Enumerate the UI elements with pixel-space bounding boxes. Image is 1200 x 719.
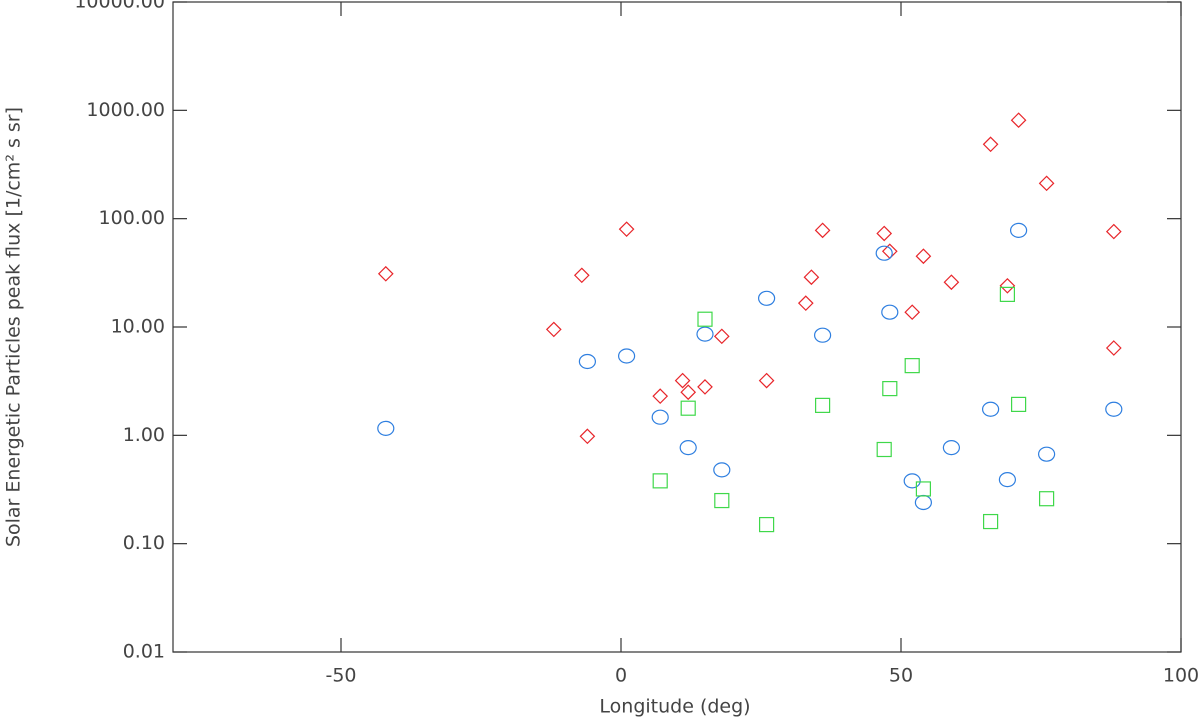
point	[875, 245, 893, 261]
point	[876, 225, 893, 242]
point	[696, 326, 714, 342]
point	[578, 353, 597, 370]
y-tick-label: 0.01	[123, 641, 165, 663]
x-tick-label: 0	[615, 665, 627, 687]
y-tick-label: 100.00	[99, 207, 165, 229]
point	[1038, 175, 1055, 192]
point	[1037, 446, 1056, 462]
point	[680, 384, 697, 401]
point	[377, 265, 394, 282]
point	[697, 311, 713, 327]
point	[1105, 340, 1122, 356]
point	[757, 290, 776, 306]
y-tick-label: 0.10	[123, 532, 165, 554]
point	[1105, 401, 1123, 417]
y-axis-label: Solar Energetic Particles peak flux [1/c…	[3, 107, 25, 547]
point	[697, 379, 713, 395]
point	[618, 221, 635, 238]
point	[915, 481, 932, 497]
point	[813, 327, 832, 343]
y-tick-label: 1.00	[123, 424, 165, 446]
point	[943, 274, 960, 291]
y-tick-label: 10.00	[111, 316, 165, 338]
point	[797, 295, 814, 312]
point	[1105, 223, 1122, 240]
point	[713, 328, 730, 345]
point	[999, 286, 1016, 302]
point	[803, 269, 820, 286]
point	[915, 248, 932, 265]
point	[999, 277, 1016, 294]
point	[680, 400, 696, 416]
point	[713, 462, 731, 478]
point	[1038, 491, 1055, 507]
point	[617, 348, 636, 364]
point	[881, 304, 899, 320]
point	[814, 397, 831, 413]
point	[674, 372, 691, 389]
point	[679, 440, 697, 456]
point	[982, 136, 999, 153]
point	[758, 516, 775, 533]
point	[1009, 222, 1028, 238]
x-tick-label: 50	[889, 665, 913, 687]
point	[882, 381, 898, 397]
point	[914, 494, 933, 511]
point	[758, 372, 775, 389]
point	[545, 321, 562, 338]
point	[998, 472, 1017, 488]
y-tick-label: 1000.00	[86, 99, 165, 121]
plot-frame	[172, 1, 1182, 653]
point	[651, 409, 669, 425]
point	[1010, 396, 1027, 412]
x-tick-label: -50	[325, 665, 356, 687]
point	[714, 492, 730, 509]
point	[652, 473, 668, 489]
y-tick-label: 10000.00	[74, 0, 165, 13]
point	[982, 513, 999, 530]
point	[573, 267, 590, 284]
point	[981, 401, 1000, 417]
x-tick-label: 100	[1163, 665, 1199, 687]
point	[579, 428, 596, 445]
point	[1010, 112, 1027, 129]
point	[904, 358, 920, 374]
point	[377, 420, 395, 436]
point	[876, 441, 892, 458]
point	[904, 304, 921, 321]
x-axis-label: Longitude (deg)	[599, 696, 750, 718]
point	[814, 222, 831, 239]
point	[903, 473, 921, 489]
point	[652, 388, 669, 404]
point	[942, 440, 961, 456]
